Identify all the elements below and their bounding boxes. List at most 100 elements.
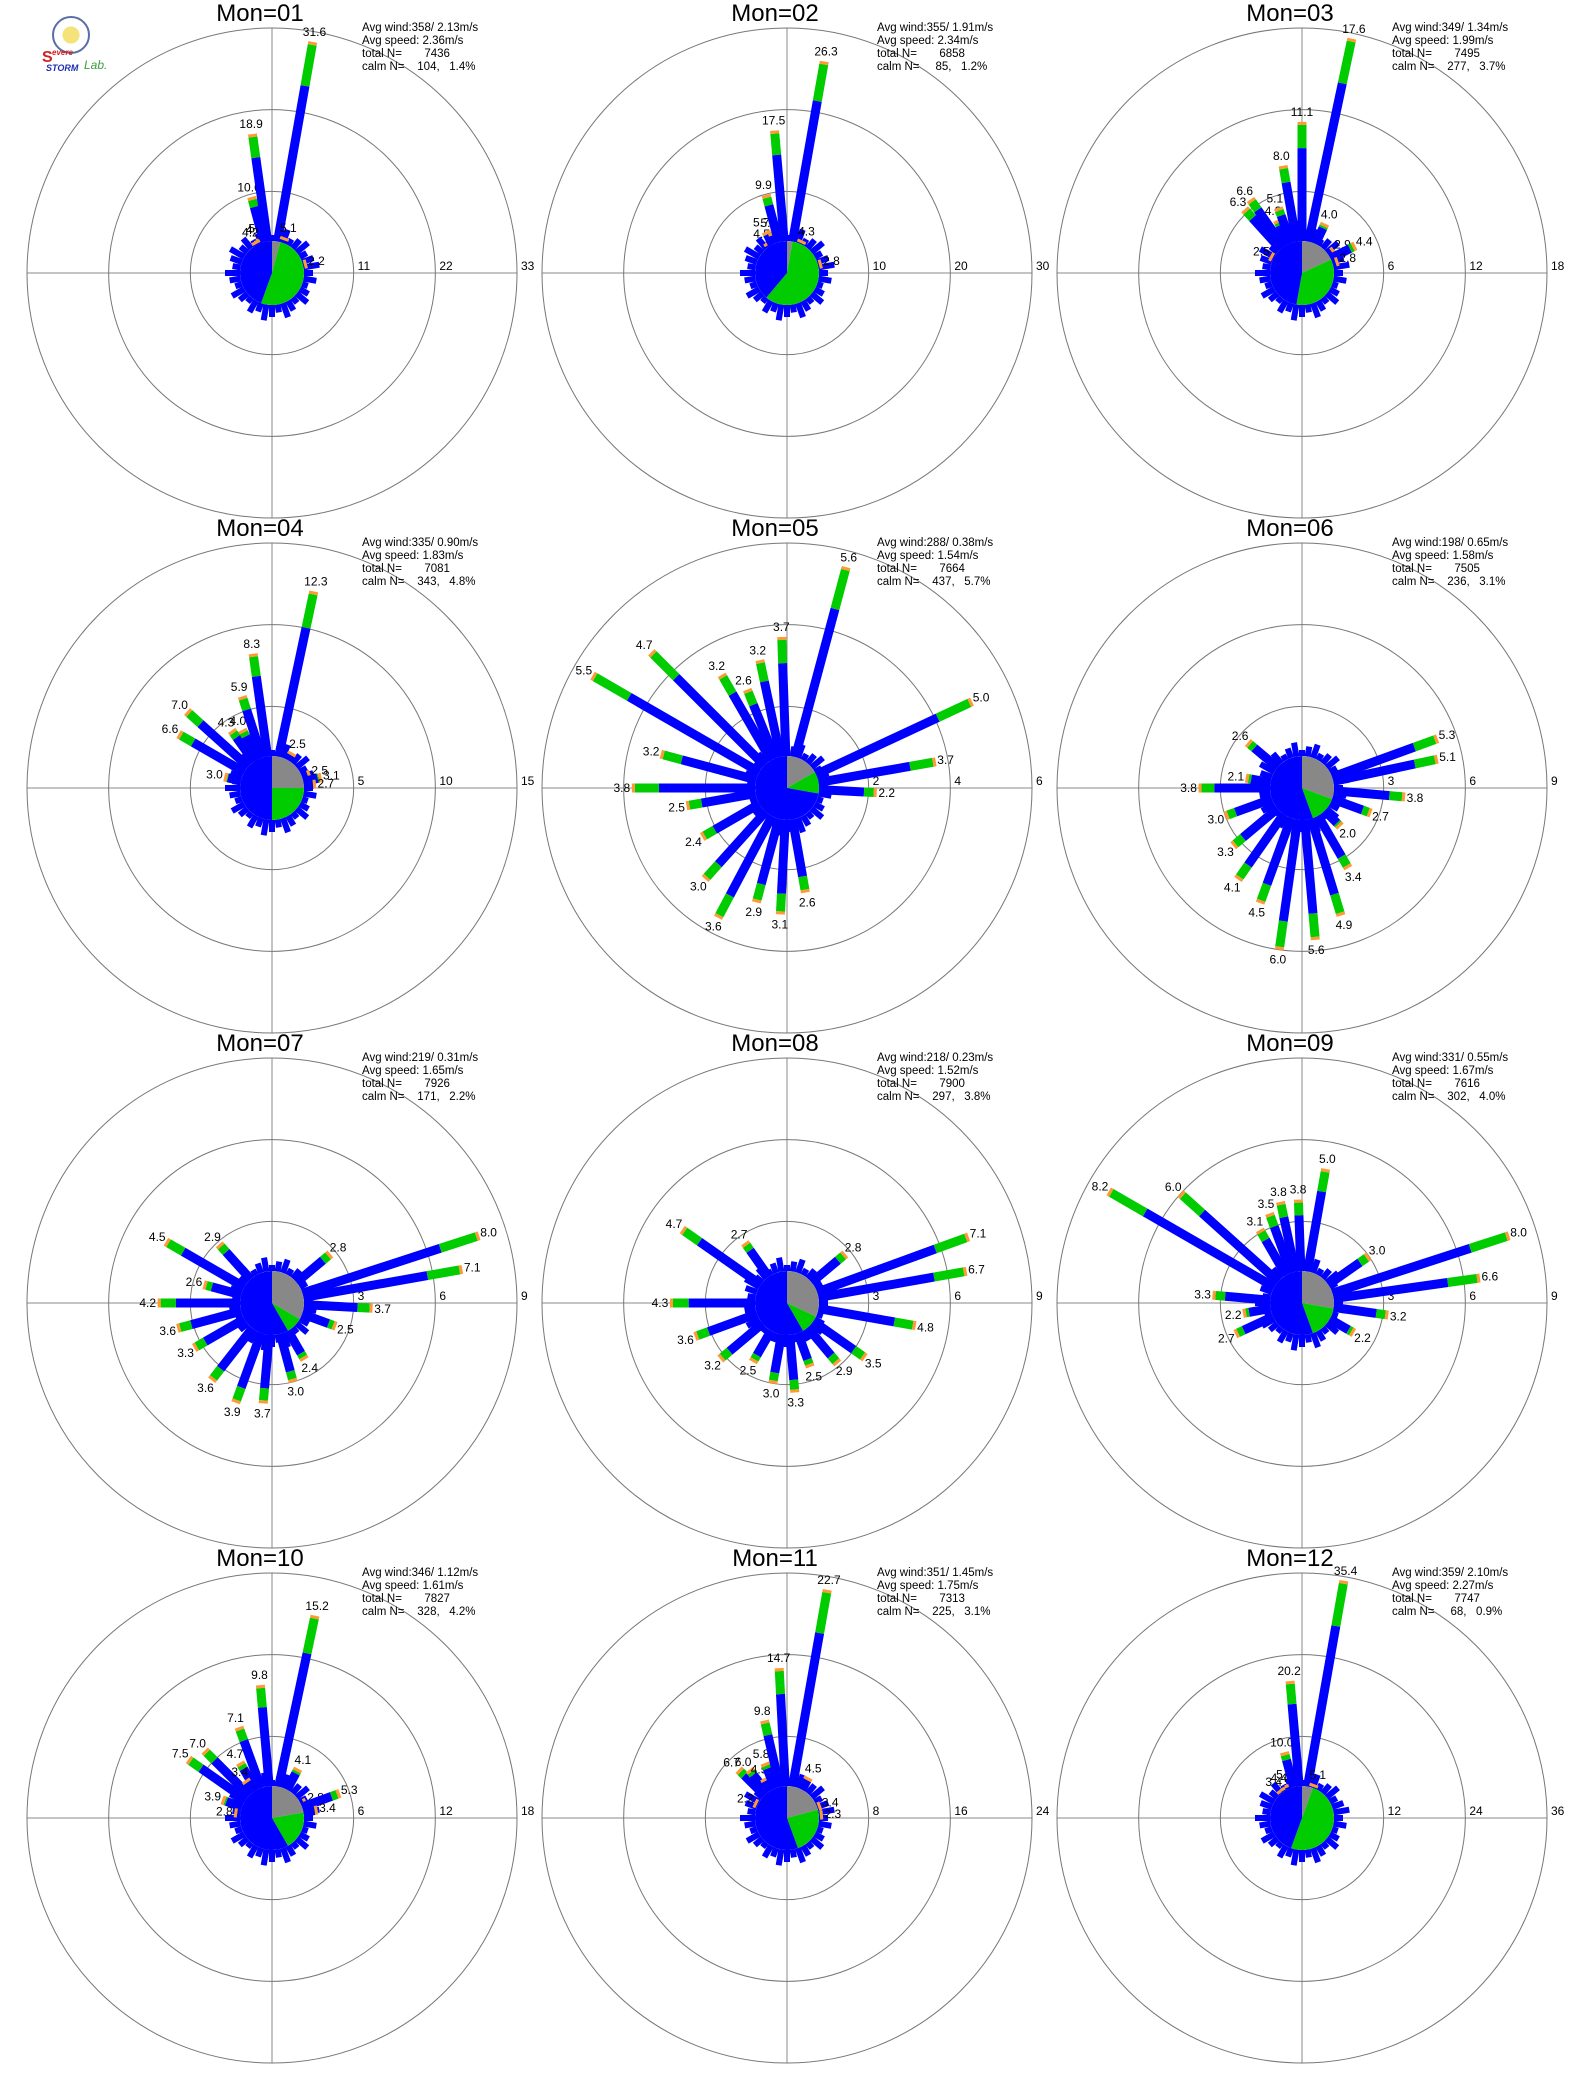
petal-mid-speed bbox=[650, 651, 680, 681]
petal-high-speed bbox=[1363, 1252, 1372, 1262]
stat-speed: Avg speed: 1.65m/s bbox=[362, 1065, 464, 1077]
petal-low-speed bbox=[190, 738, 247, 776]
minor-petal bbox=[290, 295, 300, 305]
petal-value-label: 4.0 bbox=[229, 714, 246, 728]
calm-pie-slice bbox=[755, 756, 819, 820]
petal-mid-speed bbox=[770, 133, 782, 156]
petal-low-speed bbox=[1303, 1625, 1341, 1788]
minor-petal bbox=[813, 286, 825, 297]
petal-low-speed bbox=[237, 1331, 266, 1389]
range-ring bbox=[1219, 1735, 1385, 1901]
petal-mid-speed bbox=[329, 1790, 339, 1801]
petal-high-speed bbox=[208, 1375, 218, 1383]
petal-value-label: 3.6 bbox=[197, 1381, 214, 1395]
petal-value-label: 5.6 bbox=[1308, 943, 1325, 957]
petal-value-label: 2.6 bbox=[799, 895, 816, 909]
minor-petal bbox=[805, 1268, 817, 1281]
range-ring bbox=[108, 624, 436, 952]
petal-low-speed bbox=[776, 819, 790, 894]
petal-value-label: 3.8 bbox=[1407, 791, 1424, 805]
wind-stats: Avg wind:288/ 0.38m/s Avg speed: 1.54m/s t… bbox=[877, 537, 993, 589]
petal-mid-speed bbox=[237, 1762, 248, 1771]
calm-pie-slice bbox=[240, 756, 272, 820]
petal-low-speed bbox=[1224, 1291, 1271, 1305]
minor-petal bbox=[1332, 261, 1350, 271]
stat-total: total N= 7747 bbox=[1392, 1593, 1480, 1605]
ring-tick-label: 6 bbox=[954, 1289, 961, 1303]
petal-low-speed bbox=[303, 779, 314, 790]
minor-petal bbox=[1304, 1848, 1312, 1858]
petal-low-speed bbox=[251, 157, 273, 242]
petal-mid-speed bbox=[776, 893, 786, 912]
minor-petal bbox=[237, 291, 250, 303]
petal-mid-speed bbox=[750, 1352, 761, 1362]
petal-value-label: 4.3 bbox=[218, 715, 235, 729]
ring-tick-label: 30 bbox=[1036, 259, 1050, 273]
minor-petal bbox=[254, 1262, 264, 1274]
petal-low-speed bbox=[1331, 1244, 1472, 1298]
petal-value-label: 3.4 bbox=[231, 1765, 248, 1779]
petal-value-label: 7.0 bbox=[189, 1737, 206, 1751]
petal-low-speed bbox=[817, 1304, 896, 1327]
petal-value-label: 35.4 bbox=[1334, 1564, 1358, 1578]
minor-petal bbox=[776, 1257, 785, 1273]
petal-mid-speed bbox=[232, 1385, 246, 1402]
petal-low-speed bbox=[232, 734, 258, 765]
petal-value-label: 11.1 bbox=[1291, 105, 1314, 119]
petal-low-speed bbox=[749, 1772, 771, 1796]
stat-total: total N= 7081 bbox=[362, 563, 450, 575]
petal-low-speed bbox=[700, 789, 757, 808]
petal-high-speed bbox=[768, 1379, 778, 1385]
petal-value-label: 22.7 bbox=[817, 1573, 841, 1587]
ring-tick-label: 16 bbox=[954, 1804, 968, 1818]
minor-petal bbox=[238, 244, 250, 255]
minor-petal bbox=[298, 1316, 310, 1327]
petal-high-speed bbox=[832, 1358, 842, 1367]
minor-petal bbox=[1328, 286, 1340, 297]
petal-high-speed bbox=[331, 1321, 338, 1331]
petal-high-speed bbox=[817, 259, 823, 269]
stat-calm: calm N= 302, 4.0% bbox=[1392, 1091, 1506, 1103]
stat-total: total N= 7664 bbox=[877, 563, 965, 575]
minor-petal bbox=[237, 806, 250, 818]
petal-value-label: 7.1 bbox=[227, 1711, 244, 1725]
petal-high-speed bbox=[840, 1250, 849, 1260]
minor-petal bbox=[800, 299, 812, 312]
petal-mid-speed bbox=[863, 787, 874, 798]
petal-high-speed bbox=[1246, 196, 1256, 205]
petal-low-speed bbox=[1333, 1302, 1377, 1318]
petal-low-speed bbox=[626, 692, 762, 776]
petal-value-label: 26.3 bbox=[814, 45, 838, 59]
petal-value-label: 7.0 bbox=[171, 698, 188, 712]
petal-low-speed bbox=[761, 1778, 775, 1793]
petal-mid-speed bbox=[1308, 913, 1320, 938]
minor-petal bbox=[229, 255, 243, 265]
stat-wind: Avg wind:218/ 0.23m/s bbox=[877, 1052, 994, 1064]
petal-value-label: 3.7 bbox=[374, 1302, 391, 1316]
petal-low-speed bbox=[1249, 215, 1284, 253]
petal-mid-speed bbox=[737, 1768, 748, 1779]
petal-high-speed bbox=[1223, 810, 1230, 821]
petal-value-label: 4.7 bbox=[636, 638, 653, 652]
petal-low-speed bbox=[753, 1328, 775, 1358]
petal-value-label: 2.2 bbox=[308, 254, 325, 268]
range-ring bbox=[189, 1735, 355, 1901]
wind-stats: Avg wind:351/ 1.45m/s Avg speed: 1.75m/s t… bbox=[877, 1567, 993, 1619]
minor-petal bbox=[255, 302, 264, 313]
petal-low-speed bbox=[190, 1306, 243, 1329]
range-ring bbox=[1138, 1139, 1466, 1467]
wind-rose-panel: 3 6 9 4.5 2.9 2.6 4.2 3.6 3.3 3.6 3.9 3.7 3.0 2.4 2.8 8… bbox=[0, 1030, 528, 1550]
stat-total: total N= 7436 bbox=[362, 48, 450, 60]
range-ring bbox=[108, 109, 436, 437]
ring-tick-label: 6 bbox=[439, 1289, 446, 1303]
petal-high-speed bbox=[1244, 739, 1253, 748]
calm-pie-slice bbox=[1296, 259, 1334, 305]
calm-pie-slice bbox=[787, 1809, 819, 1849]
ring-tick-label: 3 bbox=[1388, 774, 1395, 788]
petal-mid-speed bbox=[291, 1769, 301, 1776]
wind-rose-panel: 8 16 24 6.7 6.0 4.5 5.8 9.8 14.7 22.7 4.5 3.4 2.3 2.2… bbox=[515, 1545, 1050, 2065]
wind-rose-panel: 1122334.95.010.618.931.65.12.24.2Mon=01A… bbox=[0, 0, 535, 520]
petal-high-speed bbox=[1433, 734, 1440, 744]
range-ring bbox=[541, 542, 1033, 1034]
petal-value-label: 2.5 bbox=[289, 737, 306, 751]
